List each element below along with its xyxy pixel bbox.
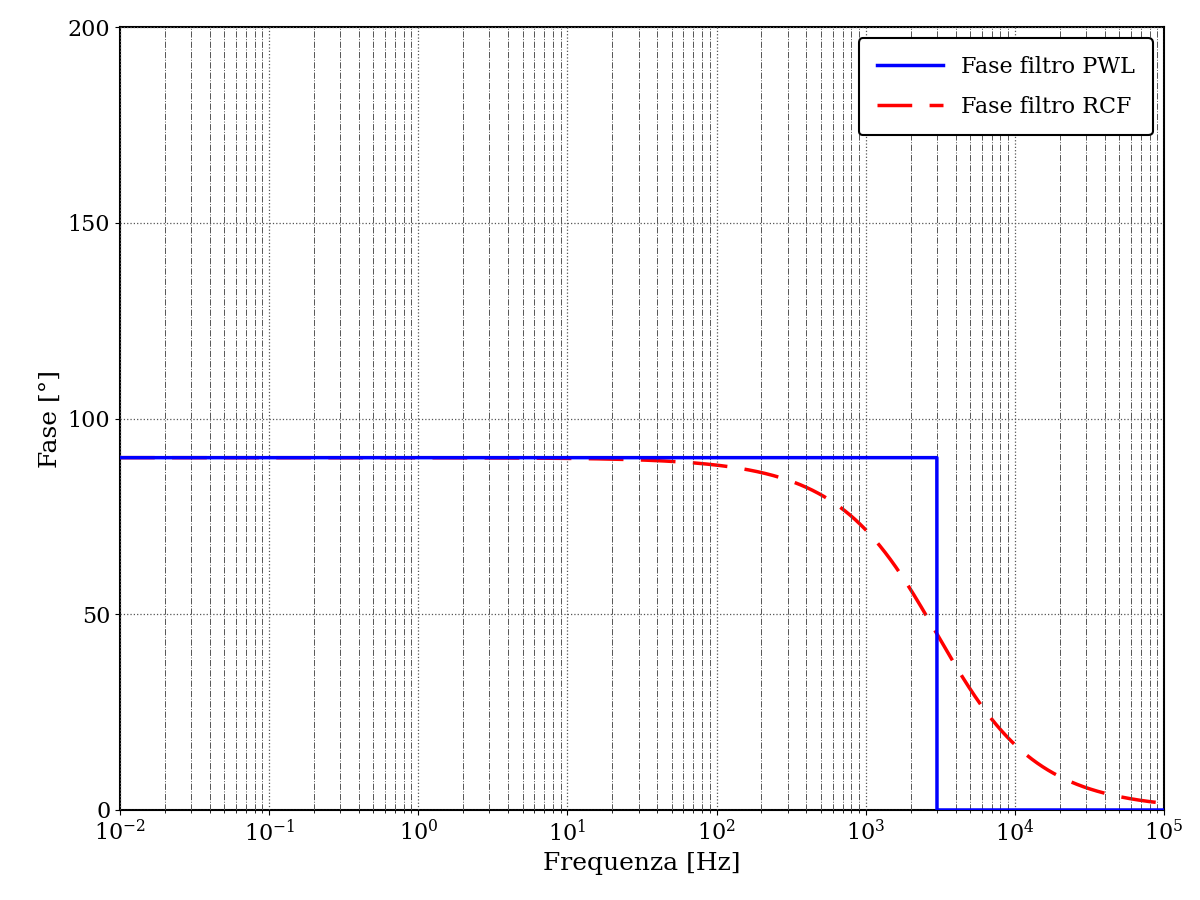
Line: Fase filtro RCF: Fase filtro RCF — [120, 458, 1164, 804]
Fase filtro PWL — [930, 805, 944, 815]
Fase filtro RCF — [1157, 798, 1171, 809]
Fase filtro PWL — [888, 452, 902, 463]
Fase filtro RCF — [888, 560, 902, 571]
Legend: Fase filtro PWL, Fase filtro RCF: Fase filtro PWL, Fase filtro RCF — [859, 38, 1153, 135]
Fase filtro RCF — [512, 453, 527, 464]
Line: Fase filtro PWL: Fase filtro PWL — [120, 457, 1164, 810]
X-axis label: Frequenza [Hz]: Frequenza [Hz] — [544, 851, 740, 875]
Fase filtro PWL — [1157, 805, 1171, 815]
Fase filtro RCF — [184, 453, 198, 464]
Fase filtro PWL — [184, 452, 198, 463]
Fase filtro RCF — [364, 453, 378, 464]
Y-axis label: Fase [°]: Fase [°] — [40, 370, 62, 467]
Fase filtro PWL — [679, 452, 694, 463]
Fase filtro PWL — [512, 452, 527, 463]
Fase filtro RCF — [679, 457, 694, 468]
Fase filtro PWL — [113, 452, 127, 463]
Fase filtro RCF — [113, 453, 127, 464]
Fase filtro PWL — [364, 452, 378, 463]
Fase filtro RCF — [742, 464, 756, 475]
Fase filtro PWL — [742, 452, 756, 463]
